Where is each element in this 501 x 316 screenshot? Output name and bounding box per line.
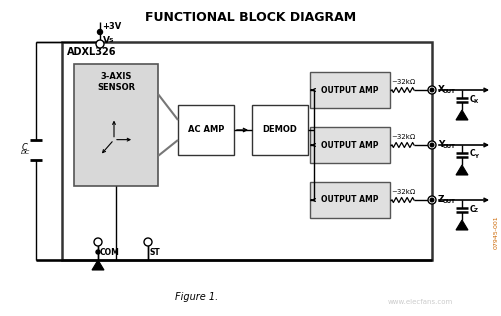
Circle shape <box>94 238 102 246</box>
Text: Z: Z <box>473 209 477 214</box>
Text: C: C <box>469 204 474 214</box>
Text: OUTPUT AMP: OUTPUT AMP <box>321 196 378 204</box>
Circle shape <box>427 141 435 149</box>
Text: +3V: +3V <box>102 22 121 31</box>
Circle shape <box>96 250 100 254</box>
Text: www.elecfans.com: www.elecfans.com <box>387 299 452 305</box>
Circle shape <box>427 196 435 204</box>
Text: OUT: OUT <box>442 89 455 94</box>
Text: V: V <box>103 36 110 45</box>
Bar <box>178 105 233 155</box>
Text: ~32kΩ: ~32kΩ <box>390 79 414 85</box>
Text: C: C <box>469 149 474 159</box>
Text: COM: COM <box>100 248 120 257</box>
Circle shape <box>427 86 435 94</box>
Bar <box>252 105 308 155</box>
Text: ~32kΩ: ~32kΩ <box>390 189 414 195</box>
Circle shape <box>96 40 104 48</box>
Text: DC: DC <box>21 150 30 155</box>
Text: Y: Y <box>473 154 477 159</box>
Text: ST: ST <box>150 248 160 257</box>
Text: ADXL326: ADXL326 <box>67 47 116 57</box>
Text: C: C <box>22 143 28 151</box>
Circle shape <box>144 238 152 246</box>
Text: ~32kΩ: ~32kΩ <box>390 134 414 140</box>
Text: OUT: OUT <box>442 144 455 149</box>
Text: OUTPUT AMP: OUTPUT AMP <box>321 141 378 149</box>
Text: C: C <box>469 94 474 104</box>
Text: S: S <box>109 38 113 43</box>
Polygon shape <box>92 260 104 270</box>
Text: DEMOD: DEMOD <box>262 125 297 135</box>
Text: OUTPUT AMP: OUTPUT AMP <box>321 86 378 94</box>
Text: Figure 1.: Figure 1. <box>175 292 218 302</box>
Circle shape <box>97 29 102 34</box>
Text: X: X <box>437 85 444 94</box>
Text: Z: Z <box>437 195 443 204</box>
Text: Y: Y <box>437 140 443 149</box>
Text: OUT: OUT <box>442 199 455 204</box>
Bar <box>310 72 389 108</box>
Bar <box>310 182 389 218</box>
Text: 3-AXIS
SENSOR: 3-AXIS SENSOR <box>97 72 135 92</box>
Text: X: X <box>473 99 477 104</box>
Bar <box>62 42 431 260</box>
Bar <box>74 64 158 186</box>
Polygon shape <box>455 220 467 230</box>
Polygon shape <box>455 110 467 120</box>
Text: FUNCTIONAL BLOCK DIAGRAM: FUNCTIONAL BLOCK DIAGRAM <box>145 11 356 24</box>
Circle shape <box>429 198 433 202</box>
Circle shape <box>429 143 433 147</box>
Polygon shape <box>455 165 467 175</box>
Text: 07945-001: 07945-001 <box>492 215 497 249</box>
Text: AC AMP: AC AMP <box>187 125 224 135</box>
Bar <box>310 127 389 163</box>
Circle shape <box>429 88 433 92</box>
